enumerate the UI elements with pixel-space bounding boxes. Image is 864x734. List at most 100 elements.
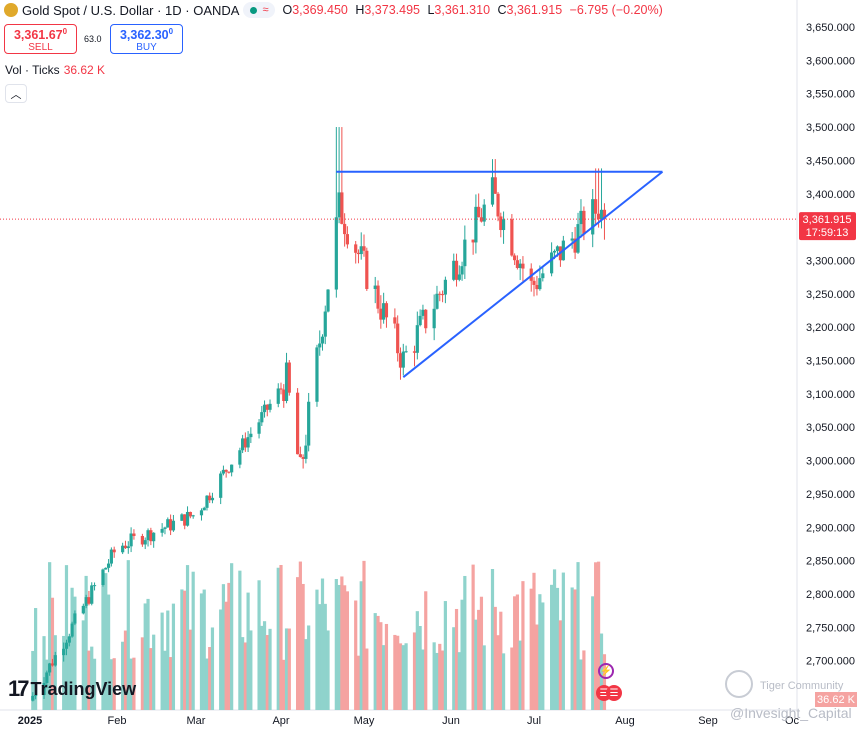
candle-body	[359, 246, 363, 255]
candle-body	[106, 563, 111, 568]
volume-bar	[160, 612, 164, 710]
x-tick-label: Oc	[785, 715, 800, 727]
candle-body	[373, 285, 377, 289]
candle-body	[471, 239, 475, 243]
buy-button[interactable]: 3,362.300 BUY	[110, 24, 183, 54]
volume-bar	[432, 642, 436, 710]
x-tick-label: 2025	[18, 715, 42, 727]
candle-body	[45, 672, 49, 683]
candle-body	[268, 403, 272, 410]
volume-tag-value: 36.62 K	[817, 694, 856, 706]
candle-body	[249, 433, 253, 438]
volume-bar	[454, 608, 459, 710]
volume-bar	[73, 596, 77, 710]
candle-body	[393, 317, 397, 324]
us-flag-event-icon-2[interactable]: ☰	[606, 685, 622, 701]
candle-body	[318, 343, 322, 348]
x-tick-label: Jun	[442, 715, 460, 727]
candle-body	[143, 540, 147, 545]
candle-body	[496, 193, 500, 217]
volume-bar	[146, 598, 150, 710]
volume-bar	[435, 652, 439, 710]
candle-body	[126, 546, 130, 549]
volume-bar	[169, 657, 173, 710]
last-price-tag-value: 3,361.915	[803, 214, 852, 226]
y-tick-label: 3,550.000	[806, 89, 855, 101]
symbol-title[interactable]: Gold Spot / U.S. Dollar · 1D · OANDA	[22, 2, 240, 18]
candle-body	[241, 438, 245, 451]
candle-body	[166, 519, 170, 528]
candle-body	[219, 473, 223, 498]
candle-body	[284, 362, 289, 401]
volume-bar	[404, 643, 408, 710]
candle-body	[535, 284, 539, 290]
lightning-event-icon[interactable]: ⚡	[598, 663, 614, 679]
candle-body	[301, 457, 305, 459]
volume-bar	[298, 561, 302, 710]
volume-bar	[570, 587, 574, 710]
author-watermark: @Invesight_Capital	[730, 705, 852, 721]
volume-bar	[529, 588, 533, 710]
market-status-pill[interactable]: ≈	[243, 2, 275, 18]
candle-body	[62, 648, 66, 656]
volume-bar	[340, 576, 344, 710]
candle-body	[521, 263, 525, 269]
volume-bar	[67, 635, 71, 710]
candle-body	[260, 412, 264, 423]
candle-body	[591, 199, 595, 235]
volume-bar	[166, 610, 170, 710]
volume-bar	[260, 625, 264, 710]
candle-body	[307, 401, 311, 446]
candle-body	[510, 219, 514, 256]
volume-bar	[443, 601, 447, 710]
volume-bar	[42, 636, 46, 710]
volume-bar	[573, 589, 577, 710]
volume-bar	[393, 634, 397, 710]
volume-bar	[106, 594, 111, 710]
volume-bar	[376, 615, 380, 710]
candle-body	[112, 549, 116, 553]
candle-body	[298, 454, 302, 458]
volume-bar	[121, 641, 125, 710]
countdown-tag-value: 17:59:13	[806, 227, 849, 239]
x-tick-label: Jul	[527, 715, 541, 727]
volume-bar	[185, 565, 190, 710]
candle-body	[599, 209, 604, 220]
candle-body	[315, 347, 319, 402]
candle-body	[90, 585, 94, 604]
candle-body	[594, 199, 598, 214]
volume-legend[interactable]: Vol · Ticks 36.62 K	[5, 63, 106, 77]
volume-bar	[257, 580, 261, 710]
volume-bar	[104, 573, 108, 710]
volume-bar	[92, 658, 97, 710]
candle-body	[34, 695, 38, 697]
candle-body	[208, 495, 212, 501]
candle-body	[570, 238, 574, 241]
volume-bar	[579, 659, 583, 710]
volume-bar	[535, 624, 539, 710]
candle-body	[356, 252, 361, 255]
volume-bar	[326, 630, 330, 710]
candle-body	[224, 469, 228, 472]
volume-tag	[815, 692, 857, 707]
volume-bar	[479, 596, 484, 710]
volume-bar	[152, 634, 156, 710]
candle-body	[296, 392, 300, 455]
candle-body	[67, 636, 71, 643]
candle-body	[340, 192, 344, 224]
collapse-legend-button[interactable]: ︿	[5, 84, 27, 103]
sell-button[interactable]: 3,361.670 SELL	[4, 24, 77, 54]
candle-body	[163, 527, 167, 529]
candle-body	[326, 289, 330, 312]
candle-body	[183, 514, 187, 526]
candle-body	[160, 528, 164, 533]
volume-bar	[343, 585, 347, 710]
candle-body	[70, 623, 74, 637]
candle-body	[109, 549, 113, 564]
tradingview-logo[interactable]: 17 TradingView	[8, 676, 137, 701]
candle-body	[323, 311, 327, 337]
volume-bar	[224, 601, 228, 710]
candle-body	[31, 695, 35, 701]
candle-body	[418, 315, 422, 326]
